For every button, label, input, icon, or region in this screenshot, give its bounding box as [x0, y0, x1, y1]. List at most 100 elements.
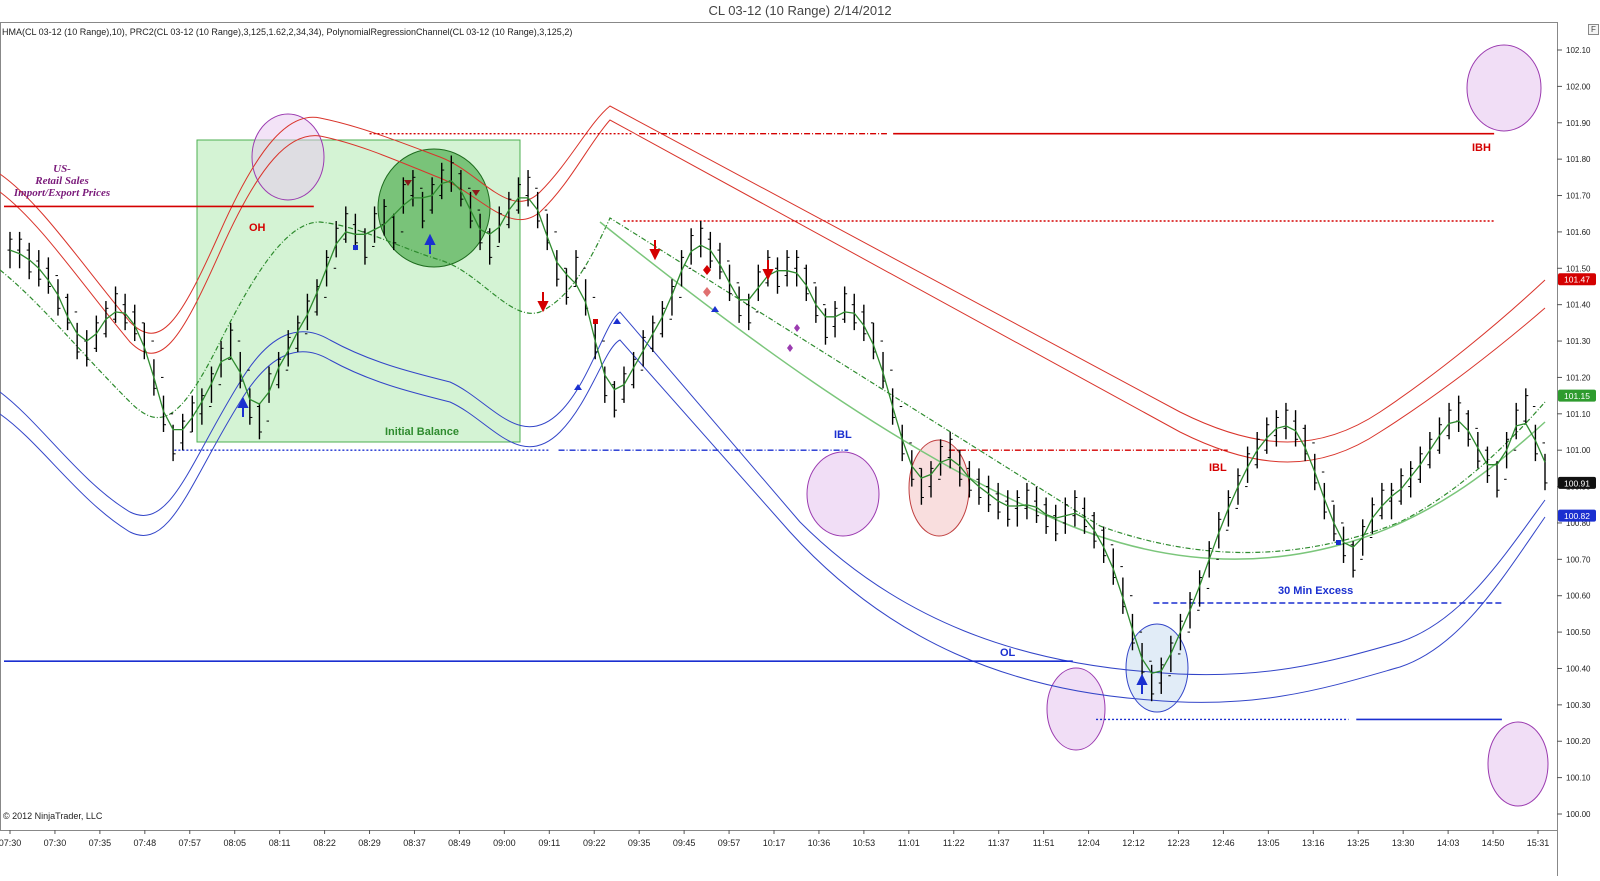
- time-tick-label: 08:05: [223, 838, 246, 848]
- time-tick-label: 10:53: [853, 838, 876, 848]
- annotation-initial-balance: Initial Balance: [385, 426, 459, 438]
- time-tick-label: 08:22: [313, 838, 336, 848]
- buy-arrow-icon: [237, 396, 249, 417]
- price-markers: 101.47 101.15 100.91 100.82: [1558, 273, 1596, 522]
- price-tick-label: 101.30: [1566, 337, 1591, 346]
- time-tick-label: 08:49: [448, 838, 471, 848]
- chart-options-button[interactable]: F: [1588, 24, 1599, 35]
- time-tick-label: 09:57: [718, 838, 741, 848]
- time-tick-label: 13:25: [1347, 838, 1370, 848]
- price-tick-label: 101.70: [1566, 192, 1591, 201]
- red-diamond-marker: [703, 265, 711, 275]
- time-tick-label: 07:30: [44, 838, 67, 848]
- price-tick-label: 101.60: [1566, 228, 1591, 237]
- time-tick-label: 08:11: [269, 838, 291, 848]
- indicator-label: HMA(CL 03-12 (10 Range),10), PRC2(CL 03-…: [2, 27, 572, 37]
- price-tick-label: 102.10: [1566, 46, 1591, 55]
- time-tick-label: 07:48: [134, 838, 157, 848]
- price-marker-box: [1558, 273, 1596, 286]
- time-tick-label: 13:30: [1392, 838, 1415, 848]
- annotation-ol: OL: [1000, 647, 1016, 659]
- time-tick-label: 09:45: [673, 838, 696, 848]
- time-tick-label: 09:35: [628, 838, 651, 848]
- price-tick-label: 101.90: [1566, 119, 1591, 128]
- upper-channel-inner: [0, 119, 1546, 463]
- time-tick-label: 07:57: [178, 838, 201, 848]
- annotation-us: US-: [53, 163, 71, 175]
- price-tick-label: 101.00: [1566, 446, 1591, 455]
- hma-line: [9, 180, 1546, 675]
- price-tick-label: 100.40: [1566, 664, 1591, 673]
- purple-diamond-marker: [787, 344, 793, 352]
- price-marker-label: 100.91: [1564, 478, 1590, 488]
- time-tick-label: 13:16: [1302, 838, 1325, 848]
- sell-arrow-icon: [537, 292, 549, 313]
- upper-channel: [0, 105, 1546, 463]
- signal-markers: [237, 180, 1341, 694]
- time-tick-label: 11:22: [943, 838, 965, 848]
- time-tick-label: 10:36: [808, 838, 831, 848]
- red-triangle-marker: [472, 190, 480, 196]
- price-chart[interactable]: 100.00 100.10 100.20 100.30 100.40 100.50 100.…: [0, 22, 1600, 876]
- highlight-ellipse-purple: [1046, 667, 1106, 751]
- buy-arrow-icon: [424, 233, 436, 254]
- upper-channel-outer: [0, 105, 1546, 443]
- price-marker-label: 101.47: [1564, 275, 1590, 285]
- time-tick-label: 12:46: [1212, 838, 1235, 848]
- blue-triangle-marker: [711, 306, 719, 312]
- time-tick-label: 14:03: [1437, 838, 1460, 848]
- lower-channel-lower: [0, 339, 1546, 703]
- red-square-marker: [593, 319, 598, 324]
- time-tick-label: 12:23: [1167, 838, 1190, 848]
- blue-square-marker: [353, 245, 358, 250]
- price-marker-label: 101.15: [1564, 391, 1590, 401]
- time-tick-label: 15:31: [1527, 838, 1550, 848]
- highlight-ellipses: [251, 44, 1549, 807]
- annotation-retail-sales: Retail Sales: [34, 175, 88, 187]
- time-tick-label: 11:01: [898, 838, 920, 848]
- price-tick-label: 100.30: [1566, 701, 1591, 710]
- time-tick-label: 13:05: [1257, 838, 1280, 848]
- price-tick-label: 101.50: [1566, 264, 1591, 273]
- price-tick-label: 100.70: [1566, 555, 1591, 564]
- price-marker-box: [1558, 389, 1596, 402]
- purple-diamond-marker: [794, 324, 800, 332]
- price-tick-label: 102.00: [1566, 82, 1591, 91]
- blue-triangle-marker: [613, 318, 621, 324]
- annotation-ibl-blue: IBL: [834, 429, 852, 441]
- time-tick-label: 11:37: [988, 838, 1010, 848]
- highlight-ellipse-purple: [1466, 44, 1542, 132]
- price-marker-box: [1558, 509, 1596, 522]
- annotation-30min-excess: 30 Min Excess: [1278, 585, 1353, 597]
- highlight-ellipse-purple: [251, 113, 325, 201]
- hma-path: [9, 180, 1546, 675]
- time-tick-label: 10:17: [763, 838, 786, 848]
- annotation-ibh: IBH: [1472, 142, 1491, 154]
- time-tick-label: 08:29: [358, 838, 381, 848]
- highlight-ellipse-green: [377, 148, 491, 268]
- price-tick-label: 101.10: [1566, 410, 1591, 419]
- annotation-oh: OH: [249, 222, 266, 234]
- blue-square-marker: [1336, 540, 1341, 545]
- time-tick-label: 09:00: [493, 838, 516, 848]
- time-tick-label: 09:11: [538, 838, 560, 848]
- time-tick-label: 11:51: [1033, 838, 1055, 848]
- price-tick-label: 101.80: [1566, 155, 1591, 164]
- price-tick-label: 100.60: [1566, 592, 1591, 601]
- price-tick-label: 100.50: [1566, 628, 1591, 637]
- time-tick-label: 14:50: [1482, 838, 1505, 848]
- red-diamond-marker: [703, 287, 711, 297]
- sell-arrow-icon: [649, 240, 661, 261]
- sell-arrow-icon: [762, 260, 774, 281]
- level-lines: [4, 132, 1502, 721]
- price-tick-label: 100.80: [1566, 519, 1591, 528]
- annotation-import-export: Import/Export Prices: [13, 187, 110, 199]
- annotation-ibl-red: IBL: [1209, 462, 1227, 474]
- chart-panel[interactable]: 100.00 100.10 100.20 100.30 100.40 100.50 100.…: [0, 22, 1600, 876]
- copyright-label: © 2012 NinjaTrader, LLC: [3, 811, 103, 821]
- price-marker-label: 100.82: [1564, 511, 1590, 521]
- red-triangle-marker: [404, 180, 412, 186]
- time-tick-label: 12:04: [1077, 838, 1100, 848]
- price-marker-box: [1558, 476, 1596, 489]
- time-tick-label: 08:37: [403, 838, 426, 848]
